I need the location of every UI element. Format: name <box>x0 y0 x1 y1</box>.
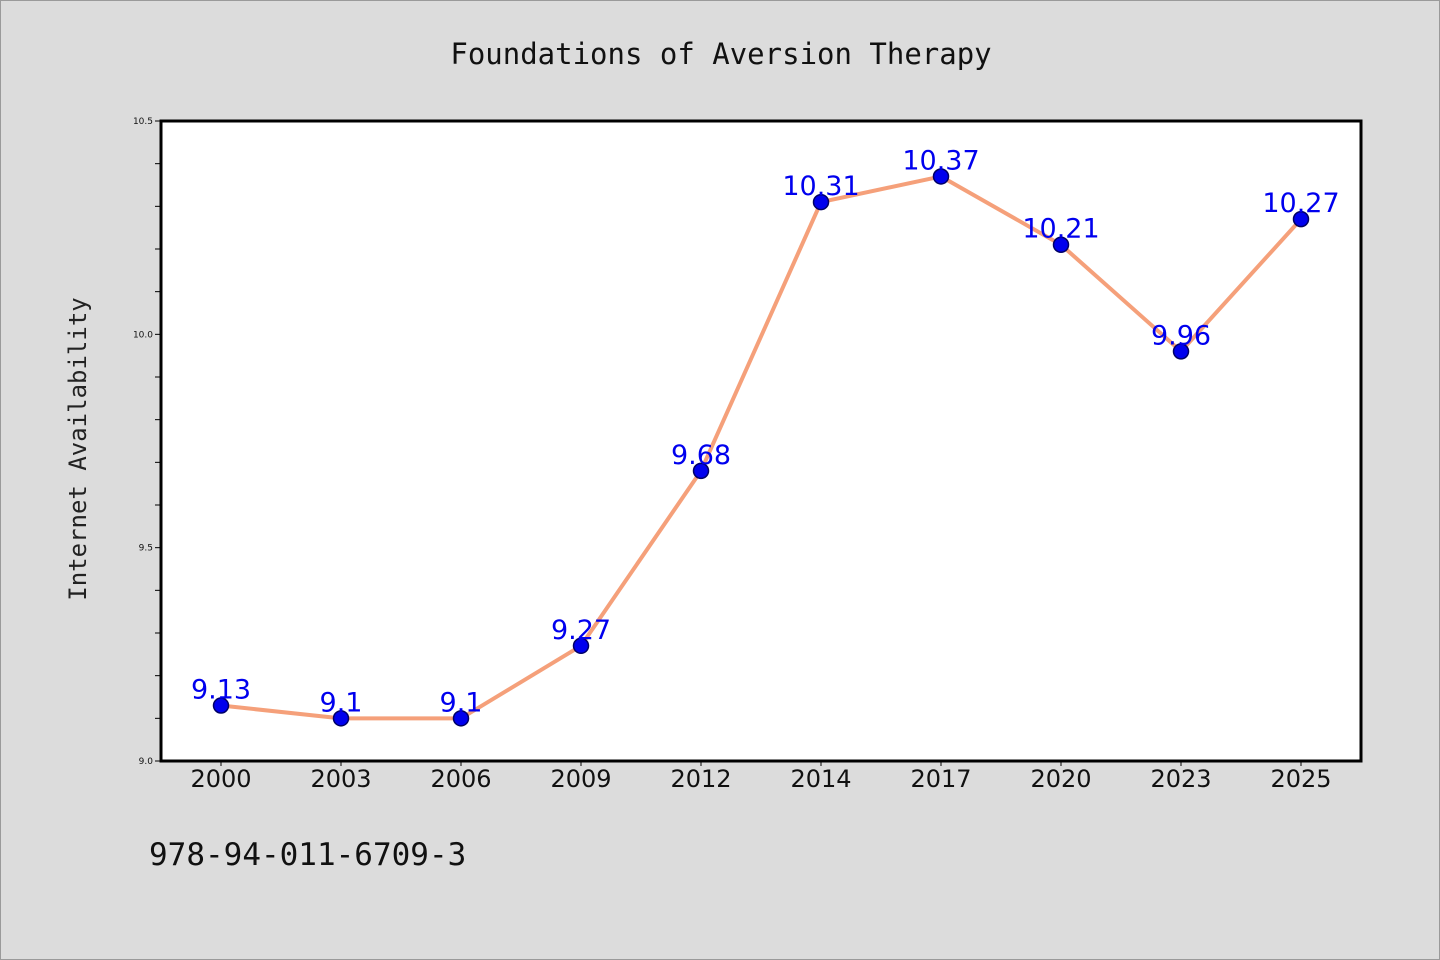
data-label: 9.27 <box>551 615 611 646</box>
y-tick-label: 9.5 <box>139 544 153 554</box>
data-point <box>572 637 590 655</box>
data-label: 9.13 <box>191 675 251 706</box>
data-point <box>212 697 230 714</box>
data-label: 10.27 <box>1262 188 1339 219</box>
plot-frame <box>159 119 1363 763</box>
data-label: 9.1 <box>320 687 363 718</box>
data-points <box>212 168 1310 727</box>
data-point <box>452 710 470 727</box>
x-tick-label: 2023 <box>1150 765 1211 793</box>
x-tick-label: 2006 <box>430 765 491 793</box>
x-tick-label: 2003 <box>310 765 371 793</box>
data-point <box>1292 210 1310 228</box>
x-tick-label: 2009 <box>550 765 611 793</box>
x-tick-label: 2025 <box>1270 765 1331 793</box>
x-tick-label: 2014 <box>790 765 851 793</box>
data-label: 10.21 <box>1022 214 1099 245</box>
data-point <box>1172 343 1190 360</box>
x-tick-label: 2000 <box>190 765 251 793</box>
y-axis: 9.0 9.5 10.0 10.5 <box>133 117 161 767</box>
x-tick-label: 2020 <box>1030 765 1091 793</box>
data-point <box>932 168 950 185</box>
x-tick-label: 2017 <box>910 765 971 793</box>
data-label: 9.96 <box>1151 320 1211 351</box>
data-label: 10.37 <box>902 145 979 176</box>
plot-area <box>161 121 1361 761</box>
data-point <box>692 462 710 480</box>
x-axis: 2000 2003 2006 2009 2012 2014 2017 2020 2023 2025 <box>190 761 1332 793</box>
series-line <box>219 174 1303 721</box>
data-point <box>332 710 350 727</box>
y-tick-label: 10.5 <box>133 117 153 127</box>
y-tick-label: 9.0 <box>139 757 154 767</box>
footnote-isbn: 978-94-011-6709-3 <box>149 837 466 873</box>
data-label: 9.1 <box>440 687 483 718</box>
data-point <box>1052 236 1070 253</box>
y-tick-label: 10.0 <box>133 330 153 340</box>
chart-title: Foundations of Aversion Therapy <box>450 37 991 71</box>
data-labels: 9.13 9.1 9.1 9.27 9.68 10.31 10.37 10.21 9.96 10.… <box>191 145 1340 718</box>
data-label: 9.68 <box>671 440 731 471</box>
y-axis-label: Internet Availability <box>64 297 92 600</box>
data-label: 10.31 <box>782 171 859 202</box>
x-tick-label: 2012 <box>670 765 731 793</box>
data-point <box>812 193 830 211</box>
series-line-group <box>219 174 1303 721</box>
